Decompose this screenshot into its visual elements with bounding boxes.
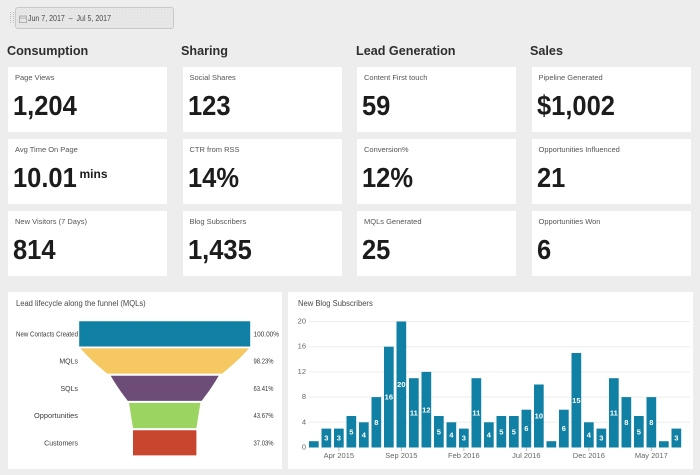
svg-text:4: 4 [302, 417, 306, 426]
svg-text:20: 20 [397, 380, 405, 389]
svg-text:3: 3 [674, 434, 678, 443]
svg-text:Customers: Customers [44, 440, 78, 447]
svg-text:5: 5 [349, 427, 353, 436]
svg-text:Dec 2016: Dec 2016 [573, 451, 605, 460]
svg-text:3: 3 [324, 434, 328, 443]
svg-text:6: 6 [524, 424, 528, 433]
svg-text:Opportunities: Opportunities [34, 413, 79, 420]
svg-text:8: 8 [302, 392, 306, 401]
svg-text:SQLs: SQLs [60, 386, 78, 393]
svg-text:10: 10 [535, 412, 543, 421]
svg-text:5: 5 [512, 427, 516, 436]
svg-text:0: 0 [302, 443, 306, 452]
svg-text:20: 20 [298, 317, 306, 326]
svg-text:11: 11 [472, 408, 480, 417]
svg-text:16: 16 [298, 342, 306, 351]
svg-text:5: 5 [499, 427, 503, 436]
svg-text:98.23%: 98.23% [254, 359, 274, 366]
svg-text:43.67%: 43.67% [254, 413, 274, 420]
svg-text:3: 3 [462, 434, 466, 443]
svg-text:8: 8 [624, 418, 628, 427]
svg-text:Apr 2015: Apr 2015 [324, 451, 354, 460]
svg-text:12: 12 [422, 405, 430, 414]
svg-text:100.00%: 100.00% [254, 331, 280, 338]
svg-text:4: 4 [449, 431, 454, 440]
svg-text:4: 4 [587, 431, 592, 440]
svg-text:63.41%: 63.41% [254, 386, 274, 393]
svg-text:5: 5 [637, 427, 641, 436]
svg-text:15: 15 [572, 396, 580, 405]
svg-text:11: 11 [410, 408, 418, 417]
svg-text:Jul 2016: Jul 2016 [512, 451, 540, 460]
svg-text:8: 8 [649, 418, 653, 427]
svg-text:May 2017: May 2017 [635, 451, 668, 460]
svg-text:12: 12 [298, 367, 306, 376]
svg-text:Feb 2016: Feb 2016 [448, 451, 480, 460]
svg-text:11: 11 [610, 408, 618, 417]
svg-text:8: 8 [374, 418, 378, 427]
svg-text:MQLs: MQLs [59, 359, 78, 366]
svg-text:4: 4 [362, 431, 367, 440]
svg-text:3: 3 [599, 434, 603, 443]
svg-text:New Contacts Created: New Contacts Created [16, 331, 78, 338]
svg-text:3: 3 [337, 434, 341, 443]
svg-text:5: 5 [437, 427, 441, 436]
svg-text:4: 4 [487, 431, 492, 440]
svg-text:37.03%: 37.03% [254, 440, 274, 447]
svg-text:Sep 2015: Sep 2015 [385, 451, 417, 460]
svg-text:6: 6 [562, 424, 566, 433]
svg-text:16: 16 [385, 393, 393, 402]
